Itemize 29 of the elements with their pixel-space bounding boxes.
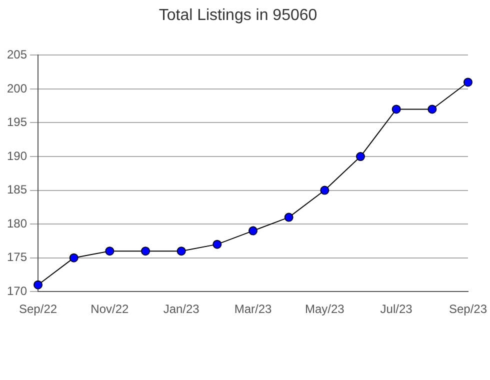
point (463, 78, 472, 87)
y-tick-label: 200 (6, 81, 28, 96)
y-tick-label: 175 (6, 250, 28, 264)
y-tick-label: 180 (6, 216, 28, 230)
y-tick-label: 205 (6, 48, 28, 62)
x-tick-label: Nov/22 (90, 302, 130, 316)
x-tick-label: Jan/23 (163, 302, 200, 316)
y-tick-label: 190 (6, 148, 28, 163)
point (105, 246, 114, 256)
point (248, 226, 258, 236)
x-tick-label: Jul/23 (380, 302, 413, 316)
x-tick-label: Sep/22 (19, 302, 58, 316)
point (392, 104, 401, 114)
point (284, 212, 294, 222)
point (428, 104, 437, 114)
y-tick-label: 195 (6, 115, 28, 130)
y-tick-label: 170 (6, 284, 28, 298)
point (176, 246, 186, 256)
point (34, 280, 43, 290)
x-tick-label: Sep/23 (448, 302, 488, 316)
point (141, 246, 150, 256)
point (356, 152, 365, 162)
chart-title: Total Listings in 95060 (158, 7, 318, 24)
point (320, 186, 330, 195)
point (69, 253, 78, 262)
point (212, 240, 222, 249)
x-tick-label: Mar/23 (234, 302, 272, 316)
x-tick-label: May/23 (304, 302, 345, 316)
y-tick-label: 185 (6, 182, 28, 197)
